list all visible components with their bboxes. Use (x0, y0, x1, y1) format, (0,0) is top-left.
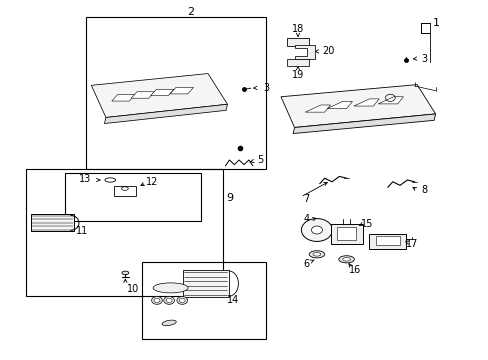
Text: 1: 1 (432, 18, 439, 28)
Bar (182, 270, 228, 297)
Text: 15: 15 (360, 219, 372, 229)
Text: 3: 3 (263, 83, 269, 93)
Polygon shape (170, 87, 193, 94)
Circle shape (179, 298, 185, 302)
Bar (336, 227, 356, 240)
Text: 7: 7 (303, 194, 309, 204)
Text: 8: 8 (421, 185, 427, 195)
Circle shape (311, 226, 322, 234)
Bar (286, 59, 308, 66)
Text: 2: 2 (187, 7, 194, 17)
Circle shape (151, 296, 162, 304)
Polygon shape (112, 95, 135, 101)
Text: 18: 18 (291, 24, 304, 34)
Text: 5: 5 (257, 156, 263, 165)
Polygon shape (91, 73, 227, 117)
Text: 6: 6 (303, 258, 309, 269)
Ellipse shape (162, 320, 176, 326)
Ellipse shape (312, 252, 320, 256)
Polygon shape (131, 92, 154, 98)
Bar (142, 262, 266, 339)
Polygon shape (353, 99, 378, 106)
Polygon shape (326, 102, 352, 109)
Bar (330, 224, 362, 244)
Polygon shape (292, 114, 435, 134)
Polygon shape (377, 97, 403, 104)
Bar (286, 38, 308, 46)
Bar (369, 234, 406, 249)
Bar (114, 186, 135, 196)
Text: 10: 10 (126, 284, 139, 294)
Text: 11: 11 (75, 226, 87, 236)
Polygon shape (150, 89, 174, 96)
Text: 16: 16 (348, 265, 361, 275)
Bar (86, 18, 266, 169)
Bar (375, 236, 399, 245)
Polygon shape (104, 104, 227, 123)
Circle shape (301, 219, 332, 242)
Polygon shape (281, 85, 435, 127)
Ellipse shape (342, 257, 350, 261)
Circle shape (166, 298, 172, 302)
Text: 14: 14 (226, 295, 239, 305)
Polygon shape (305, 105, 330, 112)
Circle shape (163, 296, 174, 304)
Ellipse shape (122, 271, 128, 275)
Text: 17: 17 (405, 239, 418, 249)
Text: 20: 20 (321, 46, 334, 57)
Text: 4: 4 (303, 213, 309, 224)
Text: 19: 19 (291, 69, 304, 80)
Circle shape (177, 296, 187, 304)
Text: 3: 3 (421, 54, 427, 64)
Ellipse shape (338, 256, 354, 263)
Ellipse shape (308, 251, 324, 258)
Circle shape (154, 298, 160, 302)
Text: 12: 12 (145, 177, 158, 187)
Polygon shape (294, 45, 314, 59)
Text: 13: 13 (79, 174, 91, 184)
Bar (26, 169, 222, 296)
Bar (30, 214, 74, 231)
Ellipse shape (153, 283, 188, 293)
Bar (64, 173, 201, 221)
Text: 9: 9 (226, 193, 233, 203)
